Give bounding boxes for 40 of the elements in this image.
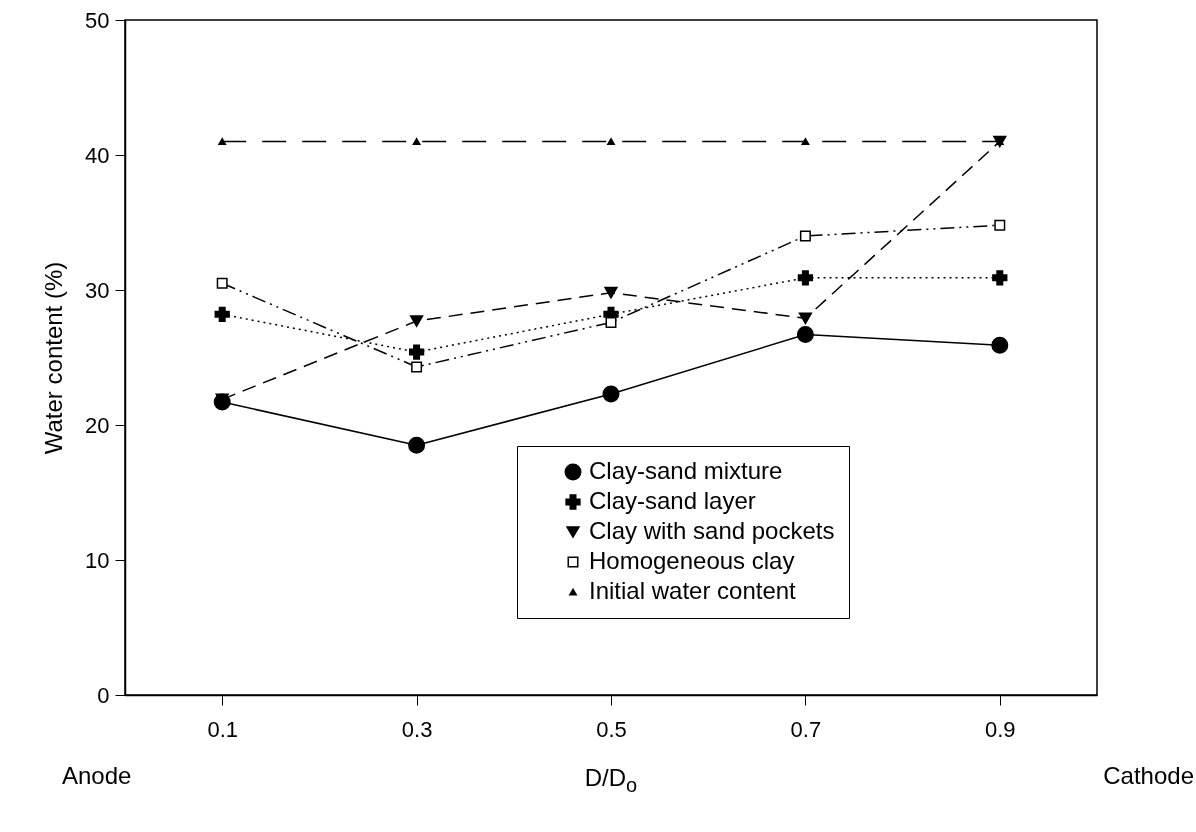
- point: [602, 385, 620, 403]
- legend-label: Clay with sand pockets: [589, 517, 835, 544]
- point: [218, 138, 227, 145]
- point: [797, 270, 814, 286]
- x-tick-label: 0.7: [790, 716, 822, 742]
- point: [796, 326, 814, 344]
- point: [605, 316, 617, 328]
- y-tick-label: 30: [85, 277, 110, 303]
- x-tick-label: 0.1: [207, 716, 238, 742]
- point: [604, 286, 618, 299]
- y-tick-label: 50: [85, 7, 110, 33]
- legend-label: Clay-sand layer: [589, 487, 756, 514]
- point: [411, 361, 423, 373]
- point: [214, 306, 230, 322]
- point: [798, 312, 813, 325]
- x-axis-title: D/D$_{o}$: [584, 764, 638, 797]
- point: [216, 277, 228, 289]
- point: [799, 230, 811, 242]
- x-tick-label: 0.9: [985, 716, 1016, 742]
- point: [991, 336, 1009, 354]
- point: [801, 138, 810, 145]
- point: [409, 315, 424, 327]
- y-tick-label: 0: [97, 682, 110, 708]
- text: Anode: [62, 762, 132, 790]
- y-tick-label: 10: [85, 547, 110, 573]
- y-tick-label: 40: [85, 142, 110, 168]
- x-tick-label: 0.3: [401, 716, 433, 742]
- point: [412, 138, 421, 145]
- point: [408, 436, 426, 454]
- text: Cathode: [1103, 762, 1194, 790]
- y-axis-title: Water content (%): [40, 261, 68, 455]
- point: [607, 138, 615, 145]
- legend-label: Initial water content: [589, 577, 797, 604]
- legend-label: Homogeneous clay: [589, 547, 795, 574]
- x-tick-label: 0.5: [596, 716, 627, 742]
- point: [992, 270, 1008, 286]
- legend-label: Clay-sand mixture: [589, 457, 783, 484]
- y-tick-label: 20: [85, 412, 110, 438]
- point: [408, 344, 425, 360]
- point: [994, 219, 1006, 231]
